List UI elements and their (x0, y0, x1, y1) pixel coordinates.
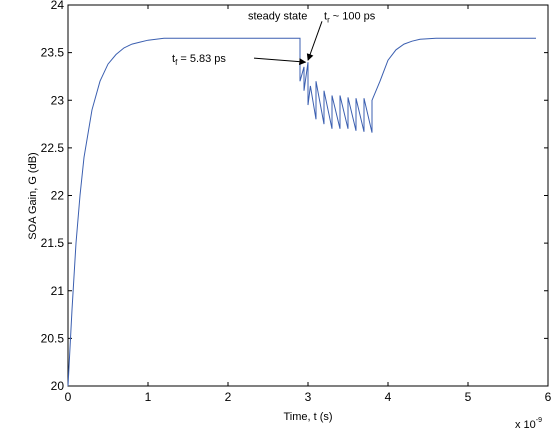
annotation-arrow-2 (306, 21, 323, 61)
annotation-arrow-1 (253, 57, 307, 66)
x-tick-label: 1 (145, 390, 152, 404)
y-tick-labels: 20 20.5 21 21.5 22 22.5 23 23.5 24 (41, 0, 65, 393)
annotation-1: tf = 5.83 ps (172, 53, 226, 67)
x-tick-label: 6 (545, 390, 552, 404)
x-multiplier-base: x 10 (515, 419, 536, 431)
annotation-0: steady state (248, 10, 307, 22)
gain-series-line (67, 37, 536, 387)
annotations: steady state tf = 5.83 ps tr ~ 100 ps (172, 10, 376, 67)
y-tick-label: 21.5 (41, 236, 65, 250)
x-multiplier-exponent: -9 (536, 417, 542, 424)
axis-ticks (67, 4, 549, 387)
x-tick-labels: 0 1 2 3 4 5 6 (65, 390, 552, 404)
y-tick-label: 22.5 (41, 141, 65, 155)
y-tick-label: 21 (51, 284, 65, 298)
x-tick-label: 0 (65, 390, 72, 404)
y-tick-label: 20 (51, 379, 65, 393)
y-tick-label: 23.5 (41, 46, 65, 60)
annotation-2: tr ~ 100 ps (324, 10, 376, 24)
plot-area (67, 4, 549, 387)
y-tick-label: 23 (51, 93, 65, 107)
x-tick-label: 2 (225, 390, 232, 404)
y-tick-label: 22 (51, 189, 65, 203)
x-tick-label: 5 (465, 390, 472, 404)
x-tick-label: 3 (305, 390, 312, 404)
y-tick-label: 20.5 (41, 331, 65, 345)
x-multiplier: x 10-9 (515, 417, 542, 431)
x-tick-label: 4 (385, 390, 392, 404)
x-axis-label: Time, t (s) (283, 411, 332, 423)
y-axis-label: SOA Gain, G (dB) (27, 152, 39, 239)
y-tick-label: 24 (51, 0, 65, 12)
